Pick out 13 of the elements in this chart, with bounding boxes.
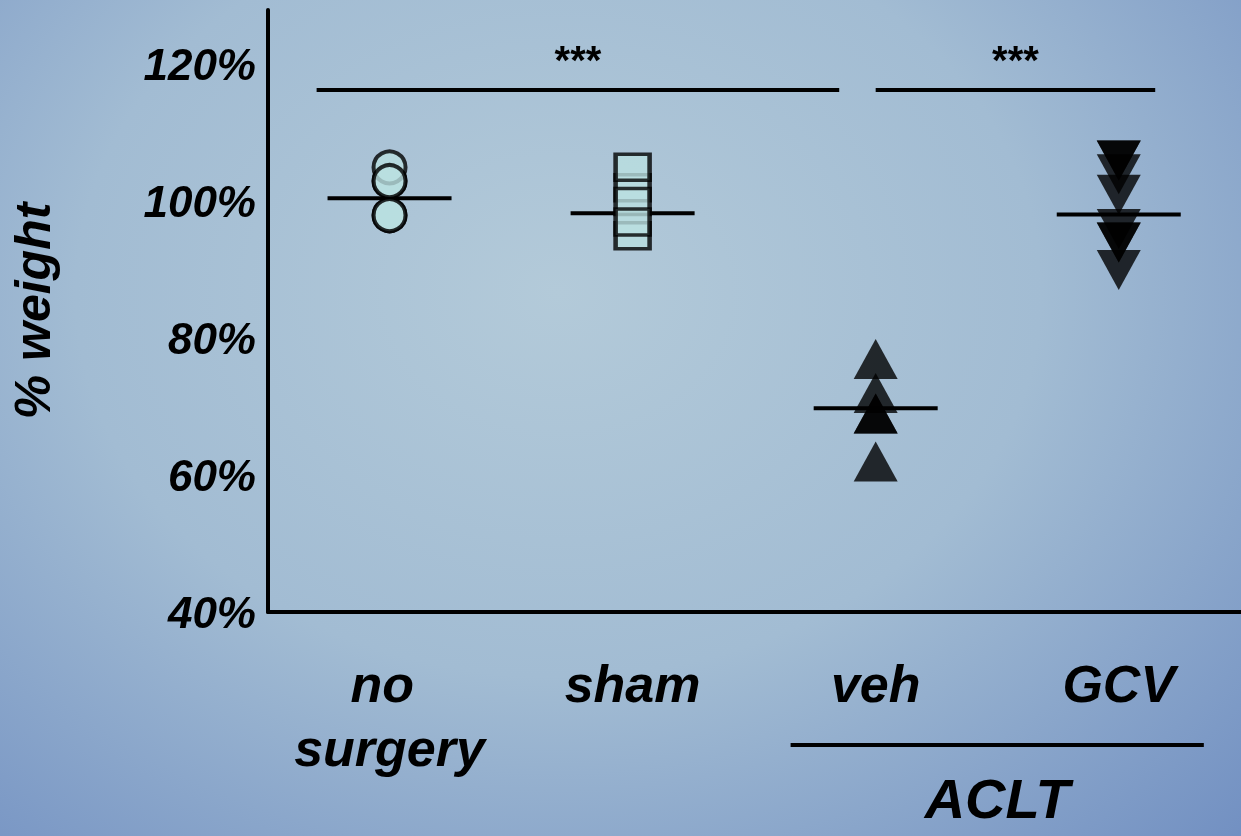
y-axis-title: % weight bbox=[5, 200, 61, 420]
x-tick-label: veh bbox=[830, 655, 921, 713]
text: ACLT bbox=[922, 766, 1075, 830]
y-tick-label: 40% bbox=[166, 587, 256, 637]
y-tick-label: 60% bbox=[167, 450, 256, 500]
y-tick-label: 80% bbox=[167, 313, 256, 363]
x-tick-label: sham bbox=[564, 655, 701, 713]
x-tick-label: GCV bbox=[1062, 655, 1180, 713]
y-tick-label: 100% bbox=[143, 177, 256, 227]
annotation: *** bbox=[992, 38, 1040, 82]
x-tick-label: no surgery bbox=[294, 655, 488, 777]
y-tick-label: 120% bbox=[143, 40, 256, 90]
annotation: *** bbox=[554, 38, 602, 82]
